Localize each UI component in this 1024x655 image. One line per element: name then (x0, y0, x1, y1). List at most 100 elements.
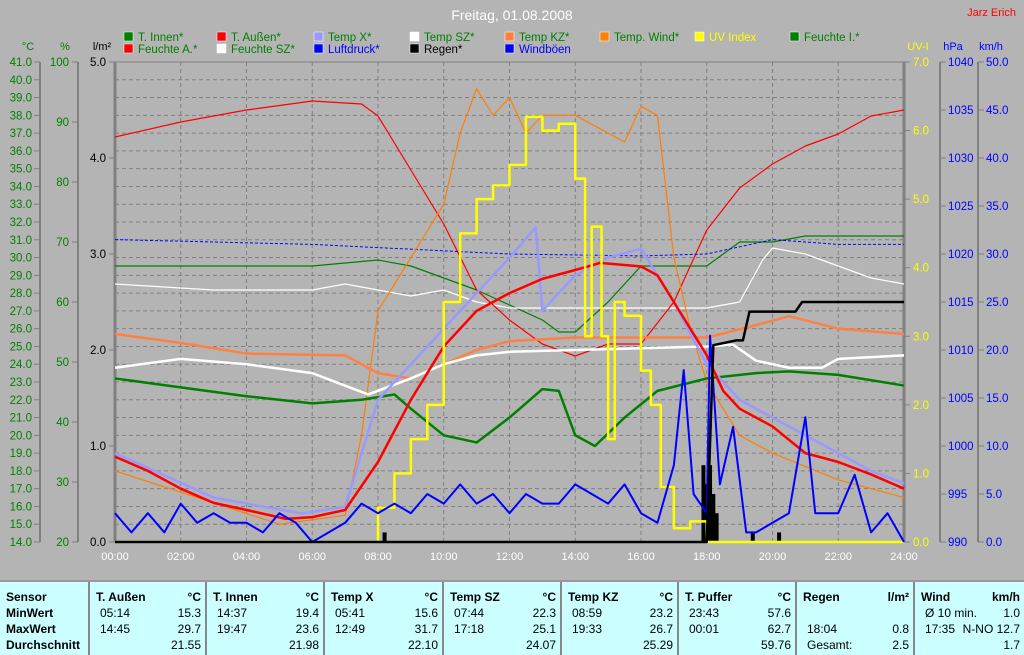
legend-label: Temp. Wind* (614, 32, 680, 44)
legend-label: Feuchte SZ* (231, 44, 295, 56)
series-line-t-außen (114, 261, 905, 521)
row-value: 26.7 (649, 622, 673, 636)
legend-label: Feuchte A.* (138, 44, 198, 56)
rain-tick-label: 5.0 (90, 57, 106, 69)
row-value: 21.98 (288, 638, 319, 652)
percent-axis-label: % (60, 41, 70, 53)
percent-tick-label: 80 (56, 177, 69, 189)
row-time: 07:44 (454, 606, 485, 620)
celsius-tick-label: 16.0 (10, 501, 32, 513)
column-header: T. Puffer (685, 590, 733, 604)
row-value: 1.7 (1003, 638, 1020, 652)
legend-label: UV Index (709, 32, 757, 44)
x-tick-label: 12:00 (496, 551, 524, 563)
statistics-table: Sensor MinWert MaxWert Durchschnitt T. Außen… (0, 580, 1024, 655)
table-column: T. Außen °C 05:14 15.3 14:45 29.7 21.55 (88, 582, 205, 655)
column-unit: km/h (991, 590, 1020, 604)
kmh-tick-label: 40.0 (986, 153, 1008, 165)
row-value: 1.0 (1003, 606, 1020, 620)
series-line-temp-wind (114, 88, 905, 525)
row-time: 14:37 (217, 606, 248, 620)
series-line-temp-kz (114, 314, 905, 380)
column-unit: °C (542, 590, 556, 604)
rain-bar (750, 532, 755, 542)
celsius-tick-label: 40.0 (10, 75, 32, 87)
row-value: 0.8 (892, 622, 909, 636)
column-unit: l/m² (887, 590, 909, 604)
x-tick-label: 08:00 (364, 551, 392, 563)
celsius-tick-label: 27.0 (10, 306, 32, 318)
series-line-windböen (114, 334, 905, 543)
celsius-tick-label: 24.0 (10, 359, 32, 371)
kmh-tick-label: 45.0 (986, 105, 1008, 117)
legend-label: Windböen (519, 44, 571, 56)
legend-label: Feuchte I.* (804, 32, 860, 44)
kmh-tick-label: 15.0 (986, 393, 1008, 405)
rain-tick-label: 4.0 (90, 153, 106, 165)
legend-label: Temp X* (328, 32, 372, 44)
column-header: T. Außen (96, 590, 146, 604)
percent-tick-label: 20 (56, 537, 69, 549)
celsius-tick-label: 28.0 (10, 288, 32, 300)
celsius-tick-label: 33.0 (10, 199, 32, 211)
uv-tick-label: 6.0 (913, 126, 929, 138)
celsius-tick-label: 14.0 (10, 537, 32, 549)
celsius-tick-label: 30.0 (10, 253, 32, 265)
uv-tick-label: 1.0 (913, 468, 929, 480)
row-time: 00:01 (689, 622, 720, 636)
legend-label: Temp KZ* (519, 32, 570, 44)
column-header: Sensor (6, 590, 47, 604)
chart-author: Jarz Erich (967, 7, 1016, 19)
row-value: 23.2 (649, 606, 673, 620)
celsius-tick-label: 15.0 (10, 519, 32, 531)
kmh-tick-label: 20.0 (986, 345, 1008, 357)
kmh-tick-label: 0.0 (986, 537, 1002, 549)
row-value: 25.1 (532, 622, 556, 636)
x-tick-label: 10:00 (430, 551, 458, 563)
column-unit: °C (424, 590, 438, 604)
column-header: Wind (921, 590, 951, 604)
percent-tick-label: 90 (56, 117, 69, 129)
hpa-tick-label: 1015 (948, 297, 974, 309)
legend-label: Temp SZ* (424, 32, 475, 44)
row-time: 14:45 (100, 622, 131, 636)
percent-tick-label: 40 (56, 417, 69, 429)
row-time: 17:18 (454, 622, 485, 636)
series-line-t-innen (114, 370, 905, 448)
x-tick-label: 00:00 (101, 551, 129, 563)
row-label: MaxWert (6, 622, 56, 636)
percent-tick-label: 30 (56, 477, 69, 489)
kmh-tick-label: 35.0 (986, 201, 1008, 213)
row-value: 22.3 (532, 606, 556, 620)
celsius-tick-label: 35.0 (10, 164, 32, 176)
hpa-tick-label: 1005 (948, 393, 974, 405)
legend-label: T. Innen* (138, 32, 184, 44)
celsius-tick-label: 25.0 (10, 341, 32, 353)
column-header: Temp KZ (568, 590, 619, 604)
series-line-feuchte-sz (114, 247, 905, 309)
table-column: Temp SZ °C 07:44 22.3 17:18 25.1 24.07 (442, 582, 560, 655)
kmh-axis-label: km/h (979, 41, 1003, 53)
row-value: 31.7 (414, 622, 438, 636)
kmh-tick-label: 30.0 (986, 249, 1008, 261)
uv-tick-label: 2.0 (913, 400, 929, 412)
hpa-tick-label: 1010 (948, 345, 974, 357)
celsius-axis-label: °C (22, 41, 34, 53)
column-unit: °C (187, 590, 201, 604)
column-unit: °C (659, 590, 673, 604)
x-tick-label: 16:00 (627, 551, 655, 563)
hpa-tick-label: 1035 (948, 105, 974, 117)
kmh-tick-label: 25.0 (986, 297, 1008, 309)
uv-tick-label: 5.0 (913, 194, 929, 206)
row-time: Gesamt: (807, 638, 853, 652)
x-tick-label: 06:00 (298, 551, 326, 563)
table-column: Temp KZ °C 08:59 23.2 19:33 26.7 25.29 (560, 582, 677, 655)
x-tick-label: 04:00 (233, 551, 261, 563)
row-label: Durchschnitt (6, 638, 81, 652)
rain-bar (711, 494, 716, 542)
row-time: 12:49 (335, 622, 366, 636)
row-value: N-NO 12.7 (962, 622, 1020, 636)
x-tick-label: 20:00 (759, 551, 787, 563)
row-time: 05:14 (100, 606, 131, 620)
column-header: T. Innen (213, 590, 258, 604)
